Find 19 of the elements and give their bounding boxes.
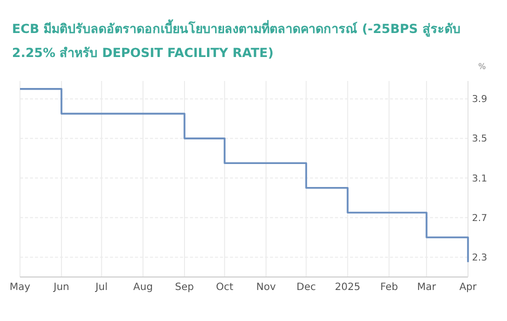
x-tick-label: Sep bbox=[175, 282, 194, 293]
y-axis-title: % bbox=[478, 62, 486, 71]
x-tick-label: Oct bbox=[216, 282, 234, 293]
x-tick-label: May bbox=[10, 282, 30, 293]
x-tick-label: Feb bbox=[380, 282, 398, 293]
y-tick-label: 3.1 bbox=[472, 173, 488, 184]
y-tick-label: 2.3 bbox=[472, 252, 488, 264]
y-tick-label: 3.5 bbox=[472, 134, 488, 145]
x-tick-label: Mar bbox=[417, 282, 437, 293]
x-tick-label: 2025 bbox=[334, 282, 360, 293]
x-tick-label: Nov bbox=[256, 282, 276, 293]
x-tick-label: Jul bbox=[94, 282, 108, 293]
x-tick-label: Jun bbox=[52, 282, 70, 293]
y-tick-label: 2.7 bbox=[472, 212, 488, 224]
chart-title: ECB มีมติปรับลดอัตราดอกเบี้ยนโยบายลงตามที่ตลาดคาดการณ์ (-25BPS สู่ระดับ 2.25% สำหรับ DEPOSIT FACILITY RATE) bbox=[12, 21, 460, 60]
x-tick-label: Aug bbox=[133, 282, 153, 293]
x-tick-label: Dec bbox=[296, 282, 316, 293]
x-tick-label: Apr bbox=[459, 282, 478, 293]
y-tick-label: 3.9 bbox=[472, 94, 488, 106]
